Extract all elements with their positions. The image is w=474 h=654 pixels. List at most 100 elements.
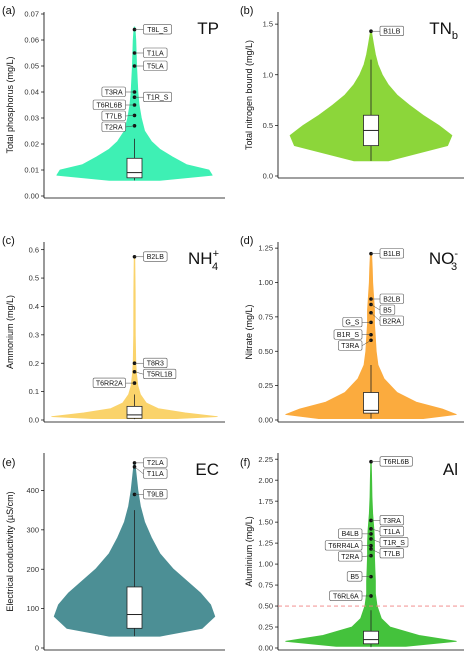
y-tick-label: 0.07 bbox=[24, 10, 39, 19]
y-tick-label: 0.00 bbox=[258, 644, 273, 653]
y-tick-label: 400 bbox=[26, 486, 39, 495]
outlier-label-box bbox=[379, 315, 404, 326]
y-tick-label: 0.00 bbox=[24, 192, 39, 201]
y-tick-label: 300 bbox=[26, 525, 39, 534]
outlier-leader bbox=[134, 371, 144, 375]
chart-title: NH+ 4 bbox=[188, 248, 219, 273]
outlier-leader bbox=[361, 340, 372, 346]
outlier-label: T8L_S bbox=[147, 27, 168, 34]
y-tick-label: 1.25 bbox=[258, 244, 273, 253]
y-axis-title: Total nitrogen bound (mg/L) bbox=[244, 40, 254, 150]
box-iqr bbox=[363, 630, 379, 645]
outlier-label-box bbox=[143, 251, 168, 262]
outlier-label: B2RA bbox=[383, 318, 402, 325]
outlier-label: B2LB bbox=[147, 254, 164, 261]
outlier-leader bbox=[370, 538, 381, 543]
outlier-label: T3RA bbox=[383, 518, 401, 525]
y-axis-title: Electrical conductivity (µS/cm) bbox=[5, 491, 15, 611]
y-tick-label: 0.0 bbox=[29, 416, 39, 425]
y-tick-label: 0.2 bbox=[29, 359, 39, 368]
outlier-label: T6RL6B bbox=[96, 102, 122, 109]
violin-shape bbox=[51, 256, 218, 419]
y-tick-label: 0.25 bbox=[258, 381, 273, 390]
outlier-label: T1LA bbox=[147, 471, 164, 478]
y-tick-label: 1.25 bbox=[258, 539, 273, 548]
outlier-label-box bbox=[143, 91, 172, 102]
chart-panel: (e) 0 100 200 300 400 Electrical conductivity … bbox=[2, 453, 225, 653]
outlier-label-box bbox=[143, 368, 177, 380]
outlier-label: B1LB bbox=[383, 251, 400, 258]
y-tick-label: 0.50 bbox=[258, 347, 273, 356]
y-tick-label: 0.00 bbox=[258, 416, 273, 425]
outlier-label: T6RL6B bbox=[383, 459, 409, 466]
y-tick-label: 200 bbox=[26, 565, 39, 574]
chart-panel: (c) 0.0 0.1 0.2 0.3 0.4 0.5 0.6 Ammonium (mg/L) N… bbox=[2, 235, 225, 425]
outlier-label-box bbox=[101, 121, 126, 132]
chart-title: TNb bbox=[429, 19, 458, 42]
outlier-label: B2LB bbox=[383, 296, 400, 303]
outlier-label-box bbox=[379, 248, 404, 259]
outlier-label: B1R_S bbox=[337, 332, 360, 339]
y-tick-label: 0.05 bbox=[24, 62, 39, 71]
outlier-label-box bbox=[379, 537, 409, 548]
chart-title: EC bbox=[195, 460, 219, 479]
outlier-label: T8R3 bbox=[147, 361, 164, 368]
chart-panel: (a) 0.00 0.01 0.02 0.03 0.04 0.05 0.06 0.07 Total… bbox=[2, 5, 225, 201]
outlier-label: T5LA bbox=[147, 63, 164, 70]
outlier-label-box bbox=[342, 317, 363, 328]
outlier-label: T3RA bbox=[341, 343, 359, 350]
outlier-label: T6RL6A bbox=[333, 593, 359, 600]
y-axis-title: Nitrate (mg/L) bbox=[244, 304, 254, 359]
outlier-label-box bbox=[324, 540, 363, 551]
outlier-leader bbox=[370, 304, 381, 311]
outlier-label: T2RA bbox=[105, 124, 123, 131]
outlier-label-box bbox=[346, 571, 363, 582]
chart-panel: (f) 0.00 0.25 0.50 0.75 1.00 1.25 1.50 1.75 2.00 2… bbox=[240, 453, 464, 653]
panel-label: (e) bbox=[2, 457, 15, 469]
outlier-label-box bbox=[101, 110, 126, 121]
panel-label: (d) bbox=[240, 235, 253, 247]
outlier-label-box bbox=[143, 357, 168, 369]
y-axis-title: Aluminium (mg/L) bbox=[244, 516, 254, 587]
y-tick-label: 0.5 bbox=[263, 121, 273, 130]
y-tick-label: 1.0 bbox=[263, 70, 273, 79]
y-tick-label: 0.0 bbox=[263, 172, 273, 181]
y-tick-label: 0.25 bbox=[258, 623, 273, 632]
outlier-label-box bbox=[143, 24, 172, 35]
outlier-label-box bbox=[101, 86, 126, 97]
outlier-leader bbox=[361, 555, 372, 557]
outlier-label-box bbox=[379, 515, 404, 526]
y-tick-label: 0.50 bbox=[258, 602, 273, 611]
outlier-label: T1R_S bbox=[383, 540, 405, 547]
panel-label: (f) bbox=[240, 457, 250, 469]
y-tick-label: 0.5 bbox=[29, 274, 39, 283]
y-tick-label: 0 bbox=[35, 644, 39, 653]
y-tick-label: 1.75 bbox=[258, 497, 273, 506]
panel-label: (a) bbox=[2, 5, 15, 17]
outlier-label-box bbox=[379, 293, 404, 304]
outlier-label: T1R_S bbox=[147, 95, 169, 102]
outlier-label-box bbox=[329, 590, 363, 601]
outlier-label-box bbox=[338, 551, 363, 562]
outlier-leader bbox=[370, 548, 381, 554]
outlier-label: G_S bbox=[345, 320, 359, 327]
y-tick-label: 0.04 bbox=[24, 88, 39, 97]
outlier-label-box bbox=[338, 528, 363, 539]
y-tick-label: 100 bbox=[26, 604, 39, 613]
outlier-label: B5 bbox=[350, 574, 359, 581]
y-tick-label: 0.3 bbox=[29, 330, 39, 339]
outlier-label-box bbox=[143, 60, 168, 71]
chart-title: TP bbox=[197, 19, 219, 38]
outlier-point bbox=[132, 113, 137, 118]
y-tick-label: 1.5 bbox=[263, 20, 273, 29]
y-tick-label: 0.02 bbox=[24, 140, 39, 149]
y-axis-title: Total phosphorus (mg/L) bbox=[5, 56, 15, 153]
outlier-leader bbox=[370, 312, 381, 322]
outlier-label: T1LA bbox=[147, 50, 164, 57]
y-tick-label: 0.75 bbox=[258, 312, 273, 321]
outlier-label-box bbox=[333, 329, 363, 340]
y-tick-label: 0.4 bbox=[29, 302, 39, 311]
outlier-label: T6RR2A bbox=[96, 380, 123, 387]
y-tick-label: 1.00 bbox=[258, 278, 273, 287]
